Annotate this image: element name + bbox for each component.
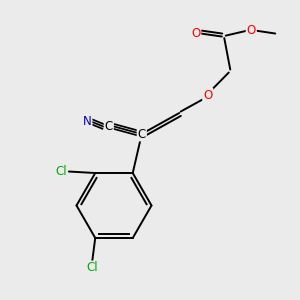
Text: O: O <box>203 88 212 101</box>
Text: O: O <box>191 27 200 40</box>
Text: N: N <box>83 115 92 128</box>
Text: C: C <box>138 128 146 140</box>
Text: Cl: Cl <box>86 262 98 275</box>
Text: C: C <box>105 120 113 133</box>
Text: O: O <box>247 24 256 37</box>
Text: Cl: Cl <box>55 165 67 178</box>
